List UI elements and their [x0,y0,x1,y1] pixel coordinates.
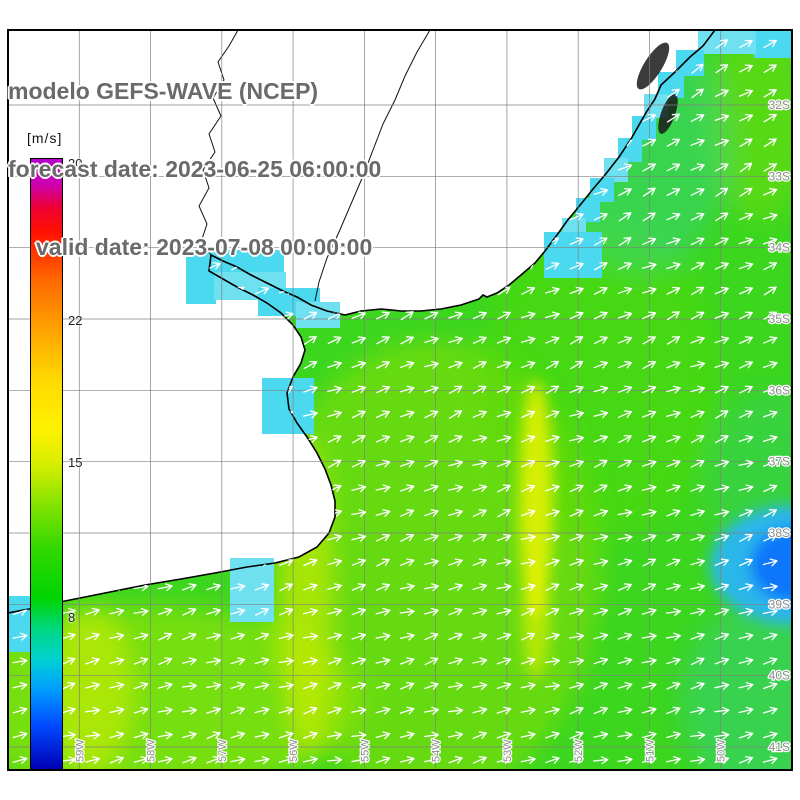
coastline [8,30,716,614]
longitude-label: 50W [716,739,728,762]
latitude-labels: 32S 33S 34S 35S 36S 37S 38S 39S 40S 41S [767,97,791,756]
latitude-label: 39S [769,597,790,611]
longitude-label: 58W [146,739,158,762]
colorbar-unit-label: [m/s] [24,130,66,146]
longitude-label: 59W [74,739,86,762]
grid-layer [8,30,792,770]
longitude-label: 51W [644,739,656,762]
valid-date: valid date: 2023-07-08 00:00:00 [36,234,373,260]
longitude-label: 53W [502,739,514,762]
colorbar-tick: 22 [68,313,83,329]
colorbar-tick: 15 [68,454,83,470]
colorbar-tick: 8 [68,610,76,626]
latitude-label: 34S [769,241,790,255]
longitude-label: 52W [573,739,585,762]
longitude-labels: 59W 58W 57W 56W 55W 54W 53W 52W 51W 50W [73,738,729,764]
longitude-label: 55W [359,739,371,762]
latitude-label: 36S [769,383,790,397]
longitude-label: 57W [217,739,229,762]
title-block: modelo GEFS-WAVE (NCEP) forecast date: 2… [8,26,381,312]
latitude-label: 33S [769,169,790,183]
latitude-label: 38S [769,526,790,540]
map-frame [7,29,793,771]
longitude-label: 56W [288,739,300,762]
lagoons [636,42,678,134]
latitude-label: 41S [769,740,790,754]
longitude-label: 54W [431,739,443,762]
forecast-date: forecast date: 2023-06-25 06:00:00 [8,156,382,182]
latitude-label: 37S [769,455,790,469]
land-area [8,30,715,613]
model-title: modelo GEFS-WAVE (NCEP) [8,78,319,104]
colorbar-tick: 30 [68,155,83,171]
colorbar [30,158,63,770]
latitude-label: 35S [769,312,790,326]
latitude-label: 32S [769,98,790,112]
latitude-label: 40S [769,669,790,683]
river-border-lines [198,30,431,302]
